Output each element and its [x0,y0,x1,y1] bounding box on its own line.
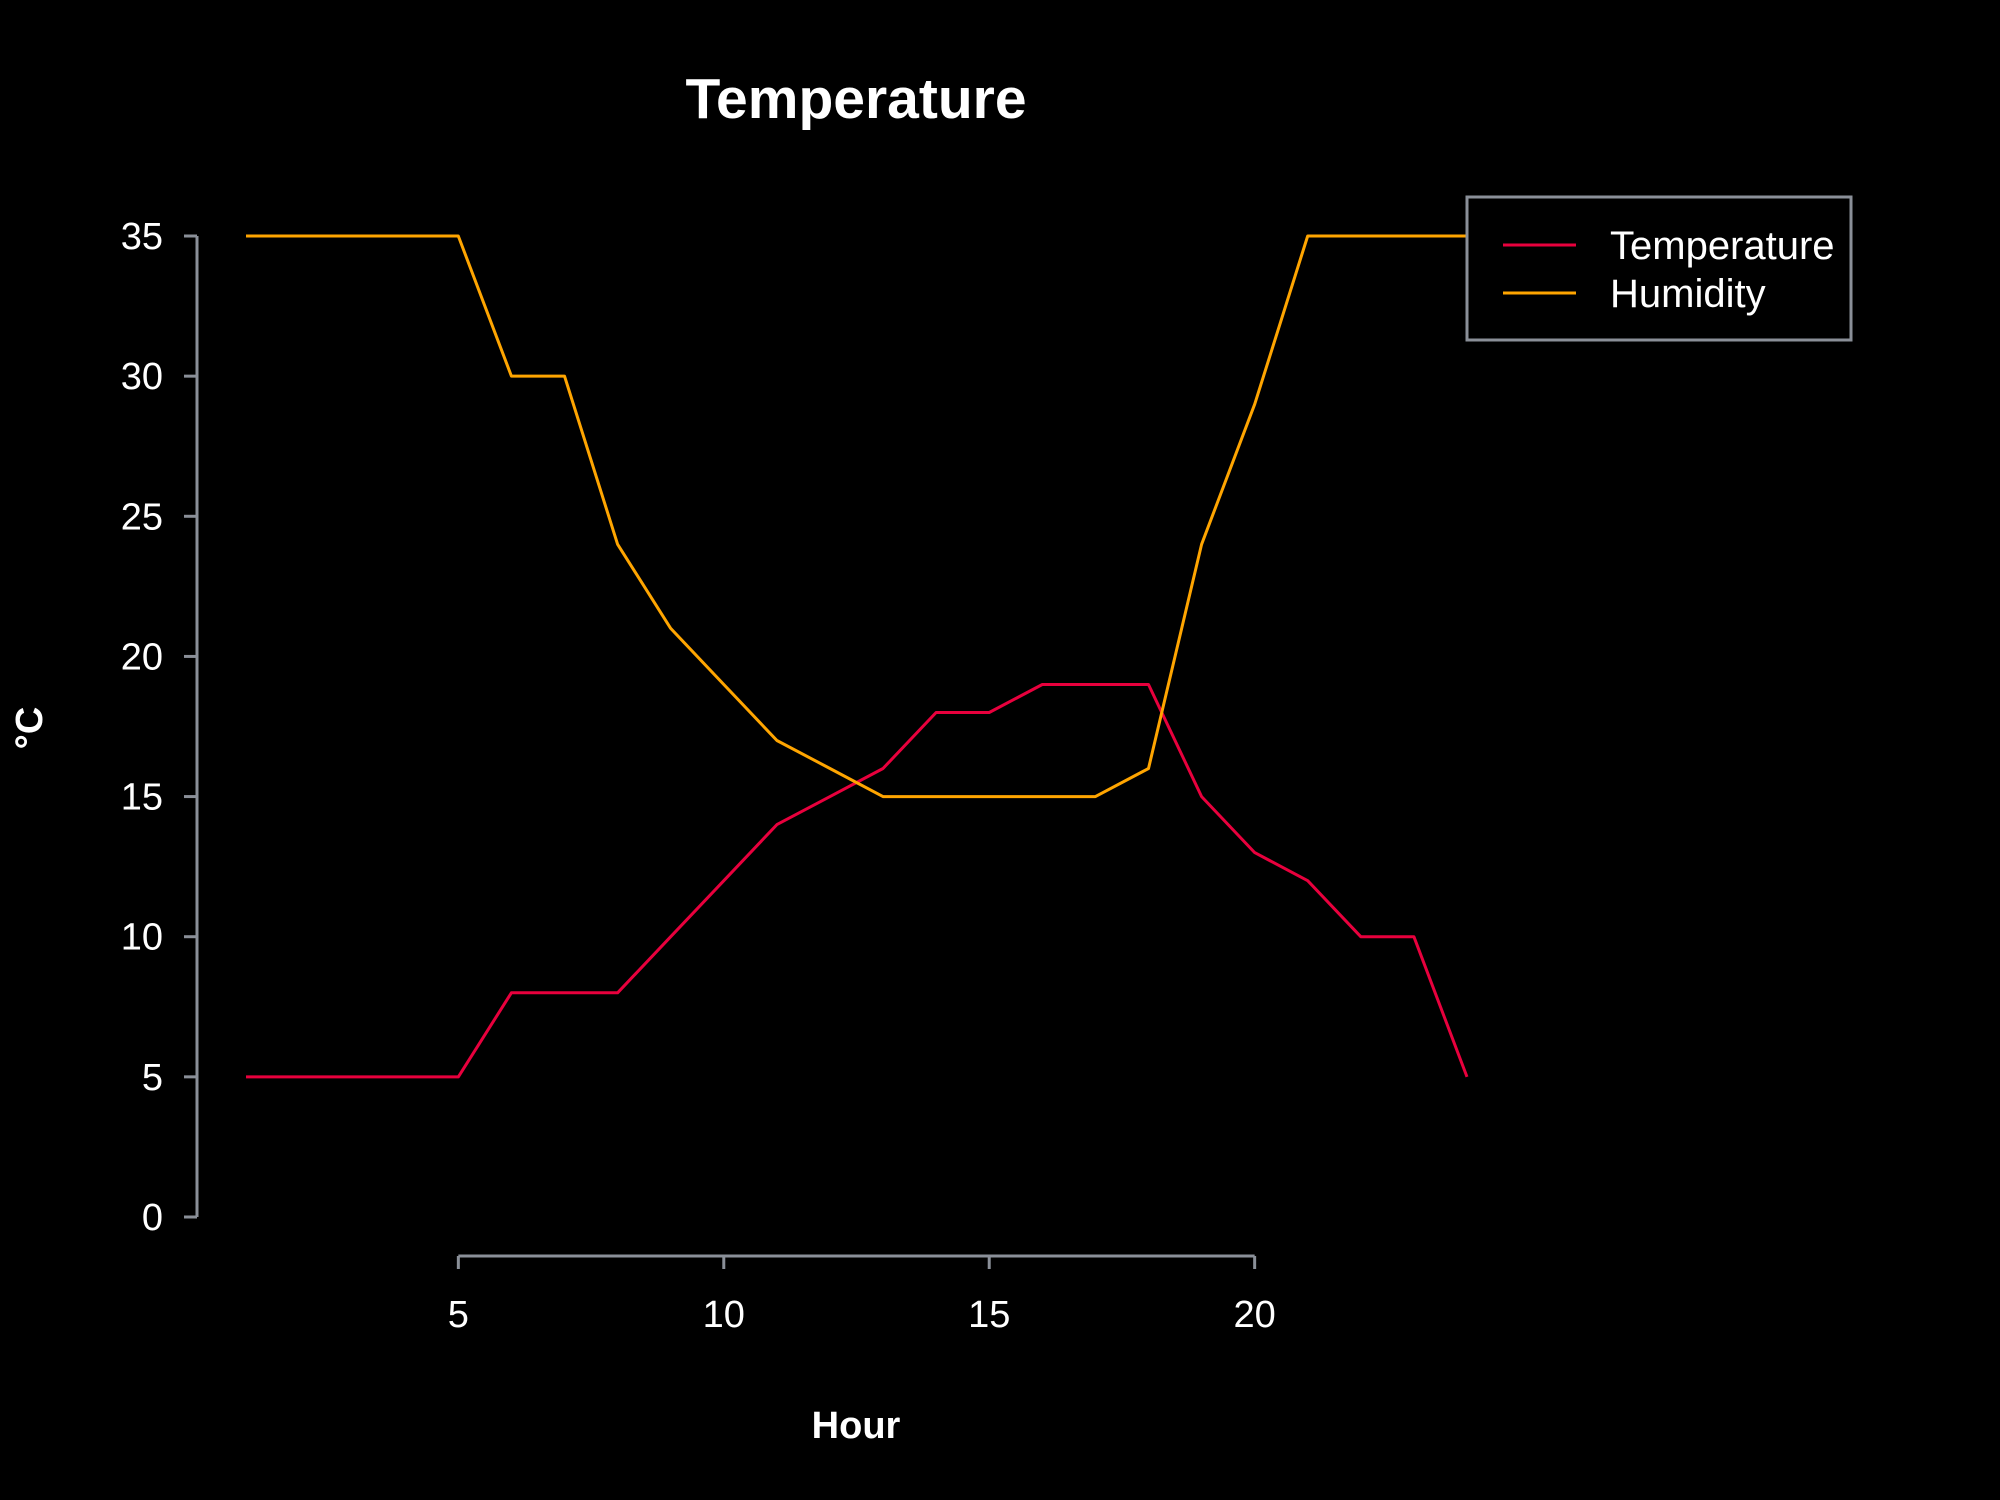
x-axis-label: Hour [812,1405,901,1447]
legend-label-humidity: Humidity [1610,272,1766,316]
y-axis-label: °C [9,707,51,750]
x-axis: 5 10 15 20 [448,1254,1276,1336]
x-tick-label: 15 [968,1294,1010,1336]
x-tick-label: 5 [448,1294,469,1336]
legend-label-temperature: Temperature [1610,224,1835,268]
legend: Temperature Humidity [1465,195,1853,342]
legend-box [1465,195,1853,342]
y-tick-label: 10 [121,917,163,959]
chart-title: Temperature [685,67,1026,131]
x-tick-label: 10 [703,1294,745,1336]
y-tick-label: 5 [142,1057,163,1099]
series-line-humidity [246,234,1467,799]
y-tick-label: 15 [121,777,163,819]
series-layer [246,234,1469,1079]
y-tick-label: 25 [121,496,163,538]
y-axis: 0 5 10 15 20 25 30 35 [121,216,199,1239]
y-tick-label: 0 [142,1197,163,1239]
y-tick-label: 35 [121,216,163,258]
y-tick-label: 20 [121,636,163,678]
y-tick-label: 30 [121,356,163,398]
x-tick-label: 20 [1234,1294,1276,1336]
